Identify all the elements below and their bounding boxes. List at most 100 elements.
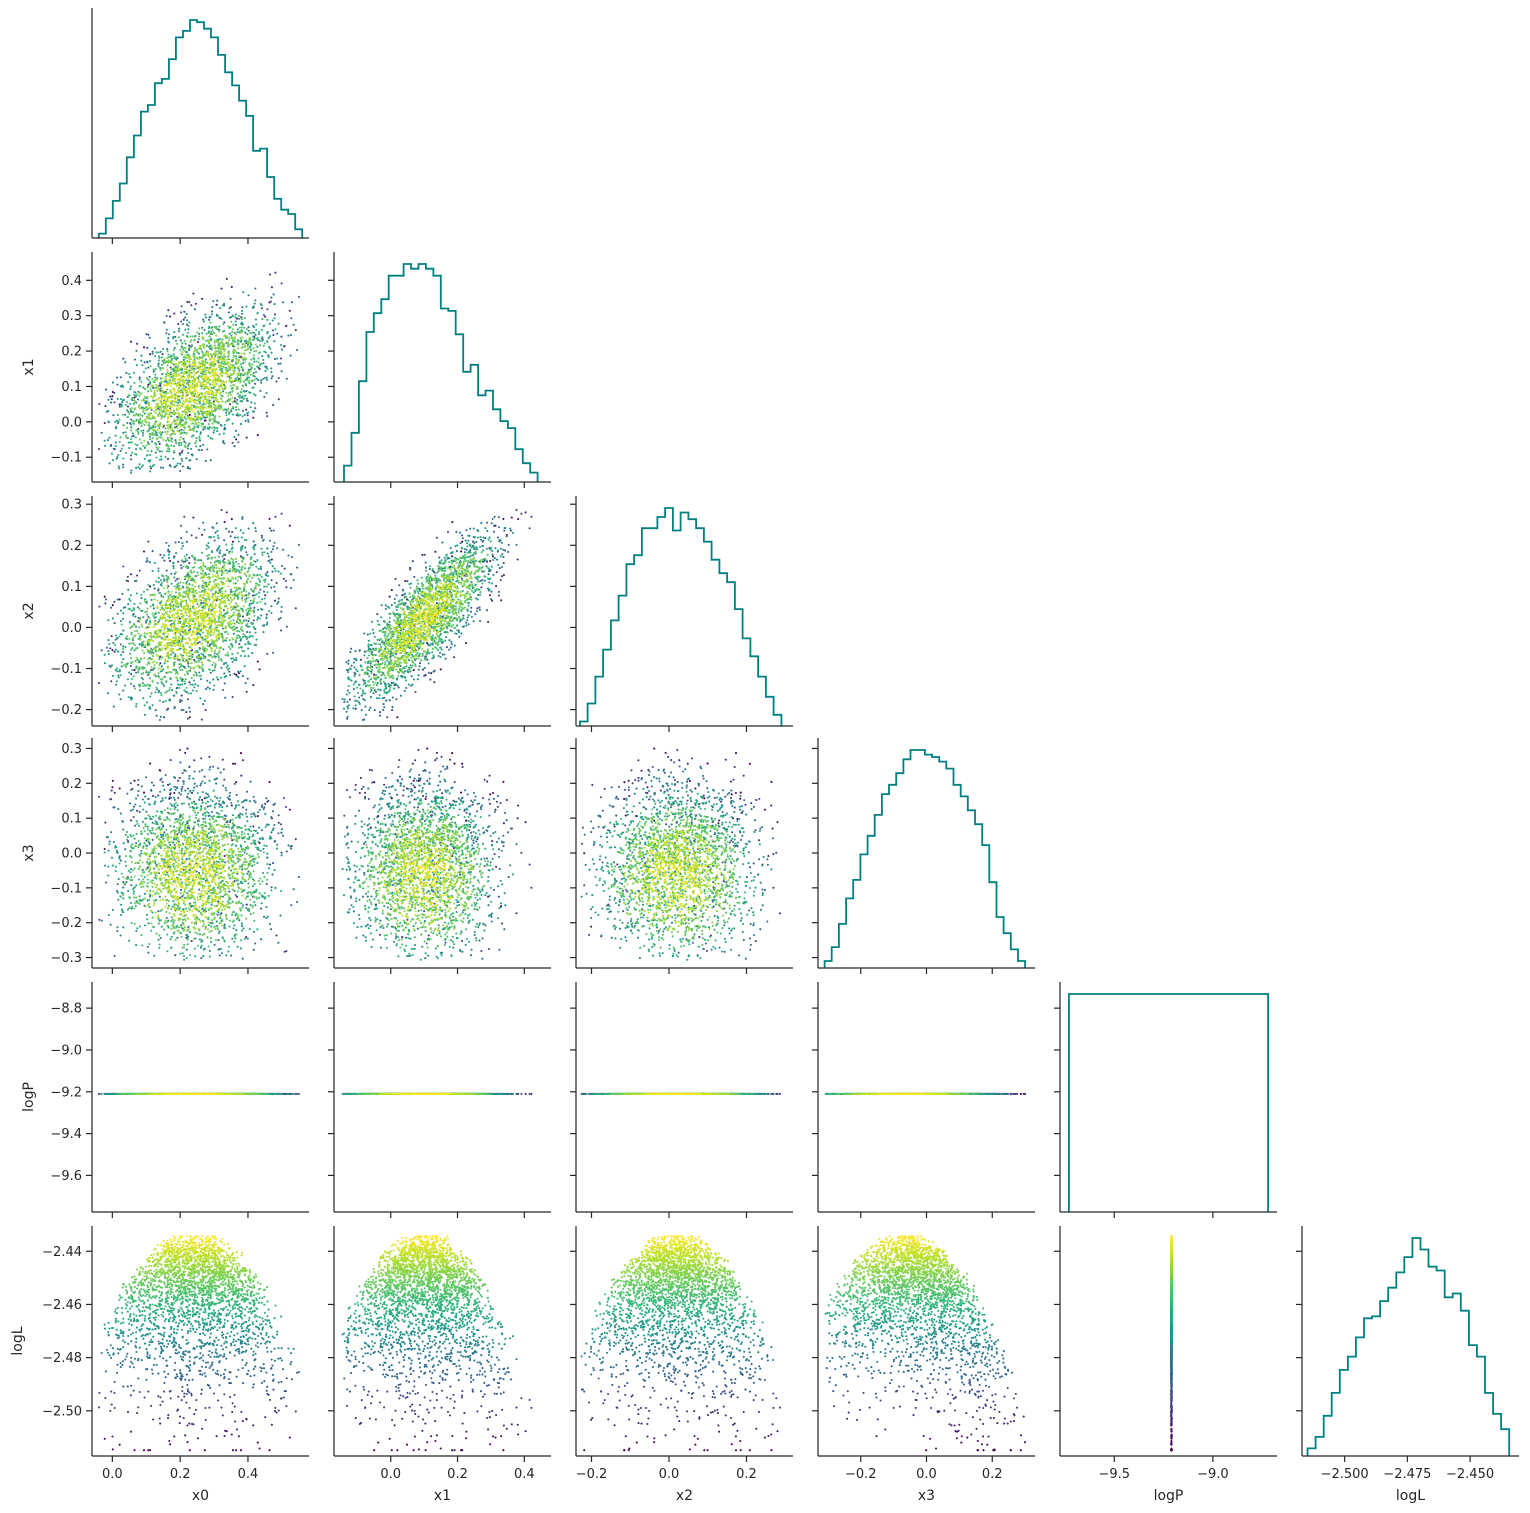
scatter-point [218,587,221,590]
scatter-point [220,589,223,593]
scatter-point [205,358,208,361]
scatter-point [111,395,114,398]
scatter-point [243,352,246,355]
scatter-point [149,353,152,356]
scatter-point [140,429,143,432]
scatter-point [130,441,134,444]
scatter-point [171,426,174,430]
scatter-point [174,669,177,672]
scatter-point [135,466,138,469]
scatter-point [176,679,179,682]
scatter-point [127,588,130,591]
scatter-point [280,348,284,351]
scatter-point [119,436,122,439]
scatter-point [159,670,162,673]
scatter-point [231,405,234,408]
scatter-point [188,706,191,709]
scatter-point [172,353,175,356]
scatter-point [218,325,221,328]
scatter-point [194,376,198,379]
scatter-point [222,342,225,345]
scatter-point [189,335,192,338]
scatter-point [202,399,205,402]
scatter-point [251,306,255,310]
panel-x2-vs-x0: −0.2−0.10.00.10.20.3x2 [21,496,309,732]
scatter-point [198,674,201,678]
scatter-point [234,316,237,319]
scatter-point [185,601,188,604]
scatter-point [129,664,132,668]
scatter-point [250,588,253,591]
scatter-point [221,586,224,590]
scatter-point [217,356,220,359]
scatter-point [201,335,204,338]
scatter-point [238,575,242,578]
corner-plot-panels: −0.10.00.10.20.30.4x1−0.2−0.10.00.10.20.… [10,8,1519,1504]
scatter-point [199,346,202,349]
scatter-point [251,576,254,579]
scatter-point [134,660,137,663]
scatter-point [242,362,245,365]
scatter-point [232,611,235,614]
scatter-point [240,391,243,394]
scatter-point [183,682,186,685]
scatter-point [149,605,152,608]
scatter-point [204,411,207,414]
scatter-point [215,645,218,648]
scatter-point [200,602,203,605]
scatter-point [268,322,271,325]
scatter-point [149,360,152,363]
scatter-point [197,574,200,577]
scatter-point [180,609,183,612]
scatter-point [143,399,146,402]
scatter-point [175,599,178,602]
scatter-point [141,682,144,685]
scatter-point [215,347,218,350]
scatter-point [231,369,234,372]
scatter-point [227,624,230,627]
scatter-point [244,598,247,601]
scatter-point [144,620,147,623]
scatter-point [132,685,135,688]
scatter-point [198,435,201,438]
scatter-point [158,356,161,359]
scatter-point [215,570,219,573]
scatter-point [232,619,235,622]
scatter-point [126,405,130,408]
scatter-point [119,449,122,453]
scatter-point [235,568,238,571]
scatter-point [149,695,152,698]
scatter-point [231,401,234,404]
scatter-point [197,409,200,412]
scatter-point [274,328,277,331]
scatter-point [204,708,207,712]
scatter-point [270,586,273,589]
scatter-point [216,427,219,430]
scatter-point [211,306,214,309]
scatter-point [202,669,205,672]
scatter-point [249,391,252,394]
scatter-point [179,431,182,434]
scatter-point [145,444,148,447]
scatter-point [239,400,242,403]
scatter-point [245,397,248,400]
scatter-point [218,551,221,554]
scatter-point [241,366,244,370]
scatter-point [215,637,218,640]
scatter-point [261,608,264,611]
scatter-point [249,566,252,569]
scatter-point [160,595,163,598]
scatter-point [142,616,145,619]
scatter-point [181,459,184,463]
scatter-point [270,367,273,370]
scatter-point [188,467,191,470]
scatter-point [235,317,239,320]
scatter-point [174,395,177,398]
scatter-point [225,411,228,414]
scatter-point [220,577,223,580]
scatter-point [160,455,163,458]
scatter-point [257,595,261,599]
scatter-point [138,643,141,646]
scatter-point [247,294,250,297]
scatter-point [191,375,195,378]
